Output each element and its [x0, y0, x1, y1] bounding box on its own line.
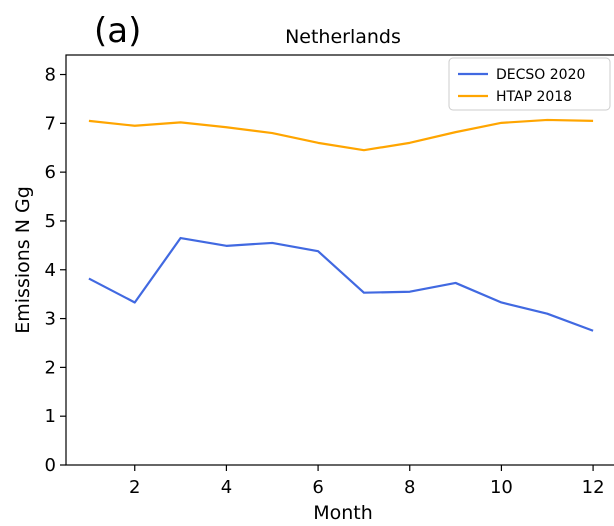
x-tick-label: 8	[404, 477, 415, 498]
x-tick-label: 12	[582, 477, 605, 498]
y-tick-label: 3	[45, 309, 56, 330]
x-ticks: 2 4 6 8 10 12	[129, 465, 605, 498]
series-line-htap	[88, 118, 594, 152]
axes	[65, 54, 614, 466]
x-tick-label: 4	[221, 477, 232, 498]
y-tick-label: 4	[45, 260, 56, 281]
plot-frame	[65, 54, 614, 466]
legend: DECSO 2020 HTAP 2018	[448, 57, 611, 111]
y-tick-label: 7	[45, 113, 56, 134]
y-tick-label: 6	[45, 162, 56, 183]
y-tick-label: 2	[45, 357, 56, 378]
panel-label: (a)	[94, 11, 141, 51]
y-ticks: 0 1 2 3 4 5 6 7 8	[45, 65, 66, 476]
x-axis-label: Month	[313, 502, 373, 524]
series-layer	[88, 118, 594, 332]
legend-box	[448, 57, 611, 111]
y-tick-label: 8	[45, 65, 56, 86]
legend-label: HTAP 2018	[496, 89, 572, 105]
legend-label: DECSO 2020	[496, 67, 585, 83]
series-line-decso	[88, 236, 594, 332]
chart-title: Netherlands	[285, 26, 401, 48]
x-tick-label: 10	[490, 477, 513, 498]
y-tick-label: 5	[45, 211, 56, 232]
y-tick-label: 0	[45, 455, 56, 476]
x-tick-label: 2	[129, 477, 140, 498]
y-axis-label: Emissions N Gg	[12, 186, 34, 334]
x-tick-label: 6	[312, 477, 323, 498]
y-tick-label: 1	[45, 406, 56, 427]
